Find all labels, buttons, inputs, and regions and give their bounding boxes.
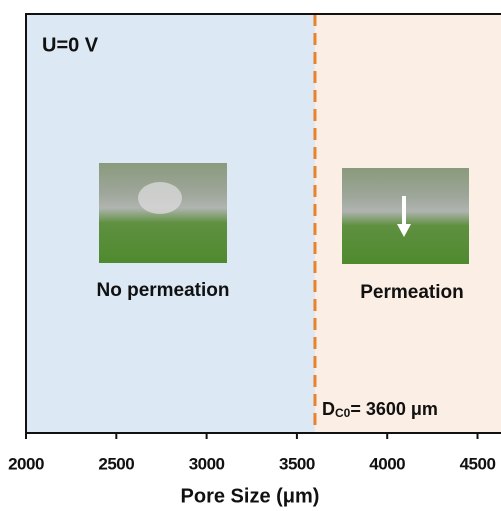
x-axis-title: Pore Size (μm) xyxy=(181,485,320,507)
region-label: Permeation xyxy=(360,282,463,303)
chart: U=0 V Pore Size (μm) No permeation Permea… xyxy=(0,0,501,511)
x-tick-label: 3000 xyxy=(189,454,225,473)
threshold-label-part: D xyxy=(322,399,335,419)
state-label: U=0 V xyxy=(42,34,99,56)
threshold-label-part: = 3600 μm xyxy=(350,399,438,419)
x-tick-label: 4000 xyxy=(369,454,405,473)
threshold-label-part: C0 xyxy=(335,406,351,420)
x-tick-label: 2500 xyxy=(98,454,134,473)
droplet xyxy=(138,182,182,214)
x-tick-label: 4500 xyxy=(460,454,496,473)
x-tick-label: 3500 xyxy=(279,454,315,473)
x-tick-label: 2000 xyxy=(8,454,44,473)
region-label: No permeation xyxy=(96,280,229,301)
